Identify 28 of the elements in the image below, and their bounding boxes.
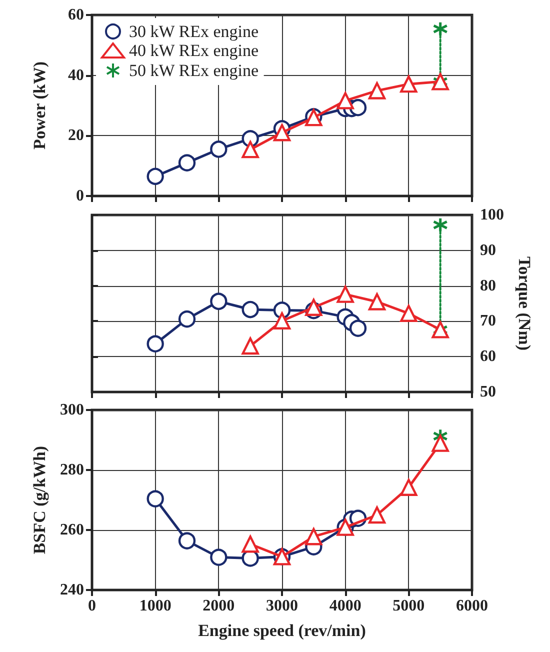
x-tick-label: 5000: [392, 598, 425, 614]
y-axis-title: BSFC (g/kWh): [30, 446, 49, 554]
y-tick-label: 20: [68, 127, 84, 144]
y-axis-title: Power (kW): [30, 62, 49, 150]
x-tick-label: 4000: [329, 598, 362, 614]
x-tick-label: 3000: [266, 598, 298, 614]
y2-tick-label: 70: [480, 312, 496, 330]
y2-tick-label: 60: [480, 348, 496, 366]
x-tick-label: 2000: [202, 598, 235, 614]
legend-label: 40 kW REx engine: [129, 41, 259, 60]
x-tick-label: 0: [88, 598, 96, 614]
y-tick-label: 60: [68, 6, 84, 24]
y-tick-label: 40: [68, 66, 84, 84]
y-tick-label: 260: [60, 522, 84, 538]
x-axis-title: Engine speed (rev/min): [198, 621, 366, 640]
y2-axis-title: Torque (Nm): [515, 256, 534, 350]
y-tick-label: 0: [76, 188, 84, 204]
legend-label: 50 kW REx engine: [129, 61, 259, 80]
x-tick-label: 1000: [139, 598, 172, 614]
y2-tick-label: 90: [480, 242, 496, 259]
y-tick-label: 300: [60, 402, 84, 418]
y2-tick-label: 80: [480, 277, 496, 294]
y-tick-label: 280: [60, 462, 84, 478]
y2-tick-label: 50: [480, 384, 496, 400]
y-tick-label: 240: [60, 582, 84, 598]
x-tick-label: 6000: [456, 598, 488, 614]
y2-tick-label: 100: [480, 206, 504, 224]
legend-label: 30 kW REx engine: [129, 22, 259, 41]
